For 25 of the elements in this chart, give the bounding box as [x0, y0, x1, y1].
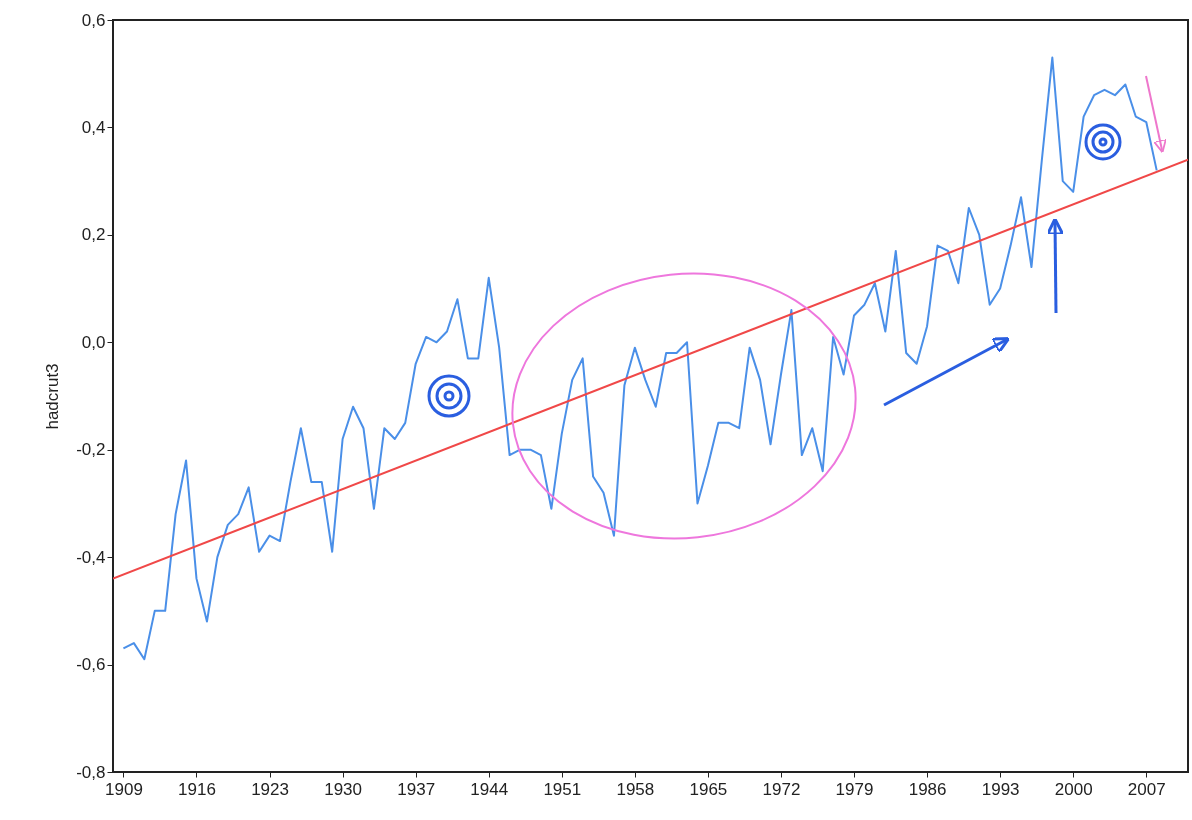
x-tick-label: 1923 [251, 779, 289, 799]
x-tick-label: 1958 [616, 779, 655, 799]
y-tick-label: -0,2 [76, 440, 106, 460]
x-tick-label: 1951 [543, 779, 582, 799]
y-tick-label: -0,8 [76, 762, 106, 782]
y-tick-label: 0,4 [81, 117, 106, 137]
x-tick-label: 1972 [762, 779, 801, 799]
y-tick-label: 0,0 [81, 332, 106, 352]
x-tick-label: 1986 [908, 779, 947, 799]
y-tick-label: 0,2 [81, 225, 106, 245]
x-tick-label: 2007 [1127, 779, 1166, 799]
y-axis-title: hadcrut3 [43, 363, 63, 430]
y-tick-label: -0,4 [76, 547, 106, 567]
x-tick-label: 2000 [1054, 779, 1093, 799]
x-tick-label: 1909 [105, 779, 143, 799]
x-tick-label: 1930 [324, 779, 363, 799]
x-tick-label: 1993 [981, 779, 1020, 799]
x-tick-label: 1944 [470, 779, 509, 799]
x-tick-label: 1937 [397, 779, 436, 799]
line-series [122, 56, 1158, 661]
x-tick-label: 1916 [178, 779, 216, 799]
y-tick-label: 0,6 [81, 10, 106, 30]
y-tick-label: -0,6 [76, 655, 106, 675]
x-tick-label: 1965 [689, 779, 728, 799]
x-tick-label: 1979 [835, 779, 874, 799]
